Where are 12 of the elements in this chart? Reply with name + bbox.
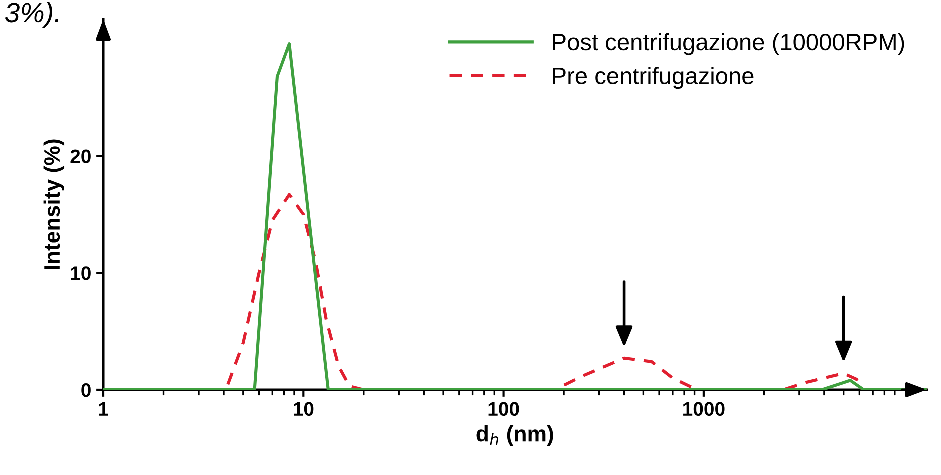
- x-tick-label: 1000: [684, 402, 725, 416]
- y-tick-label: 10: [71, 266, 91, 280]
- x-tick-label: 100: [488, 402, 520, 416]
- x-tick-label: 10: [294, 402, 314, 416]
- x-tick-label: 1: [99, 402, 108, 416]
- text: 3%).: [5, 2, 58, 28]
- legend-label: Pre centrifugazione: [553, 67, 754, 90]
- y-tick-label: 20: [70, 150, 91, 164]
- y-axis-title: Intensity (%): [44, 140, 65, 270]
- legend-label: Post centrifugazione (10000RPM): [553, 33, 904, 56]
- y-tick-label: 0: [82, 383, 91, 398]
- x-axis-title: d$_{h}$ (nm): [476, 425, 554, 446]
